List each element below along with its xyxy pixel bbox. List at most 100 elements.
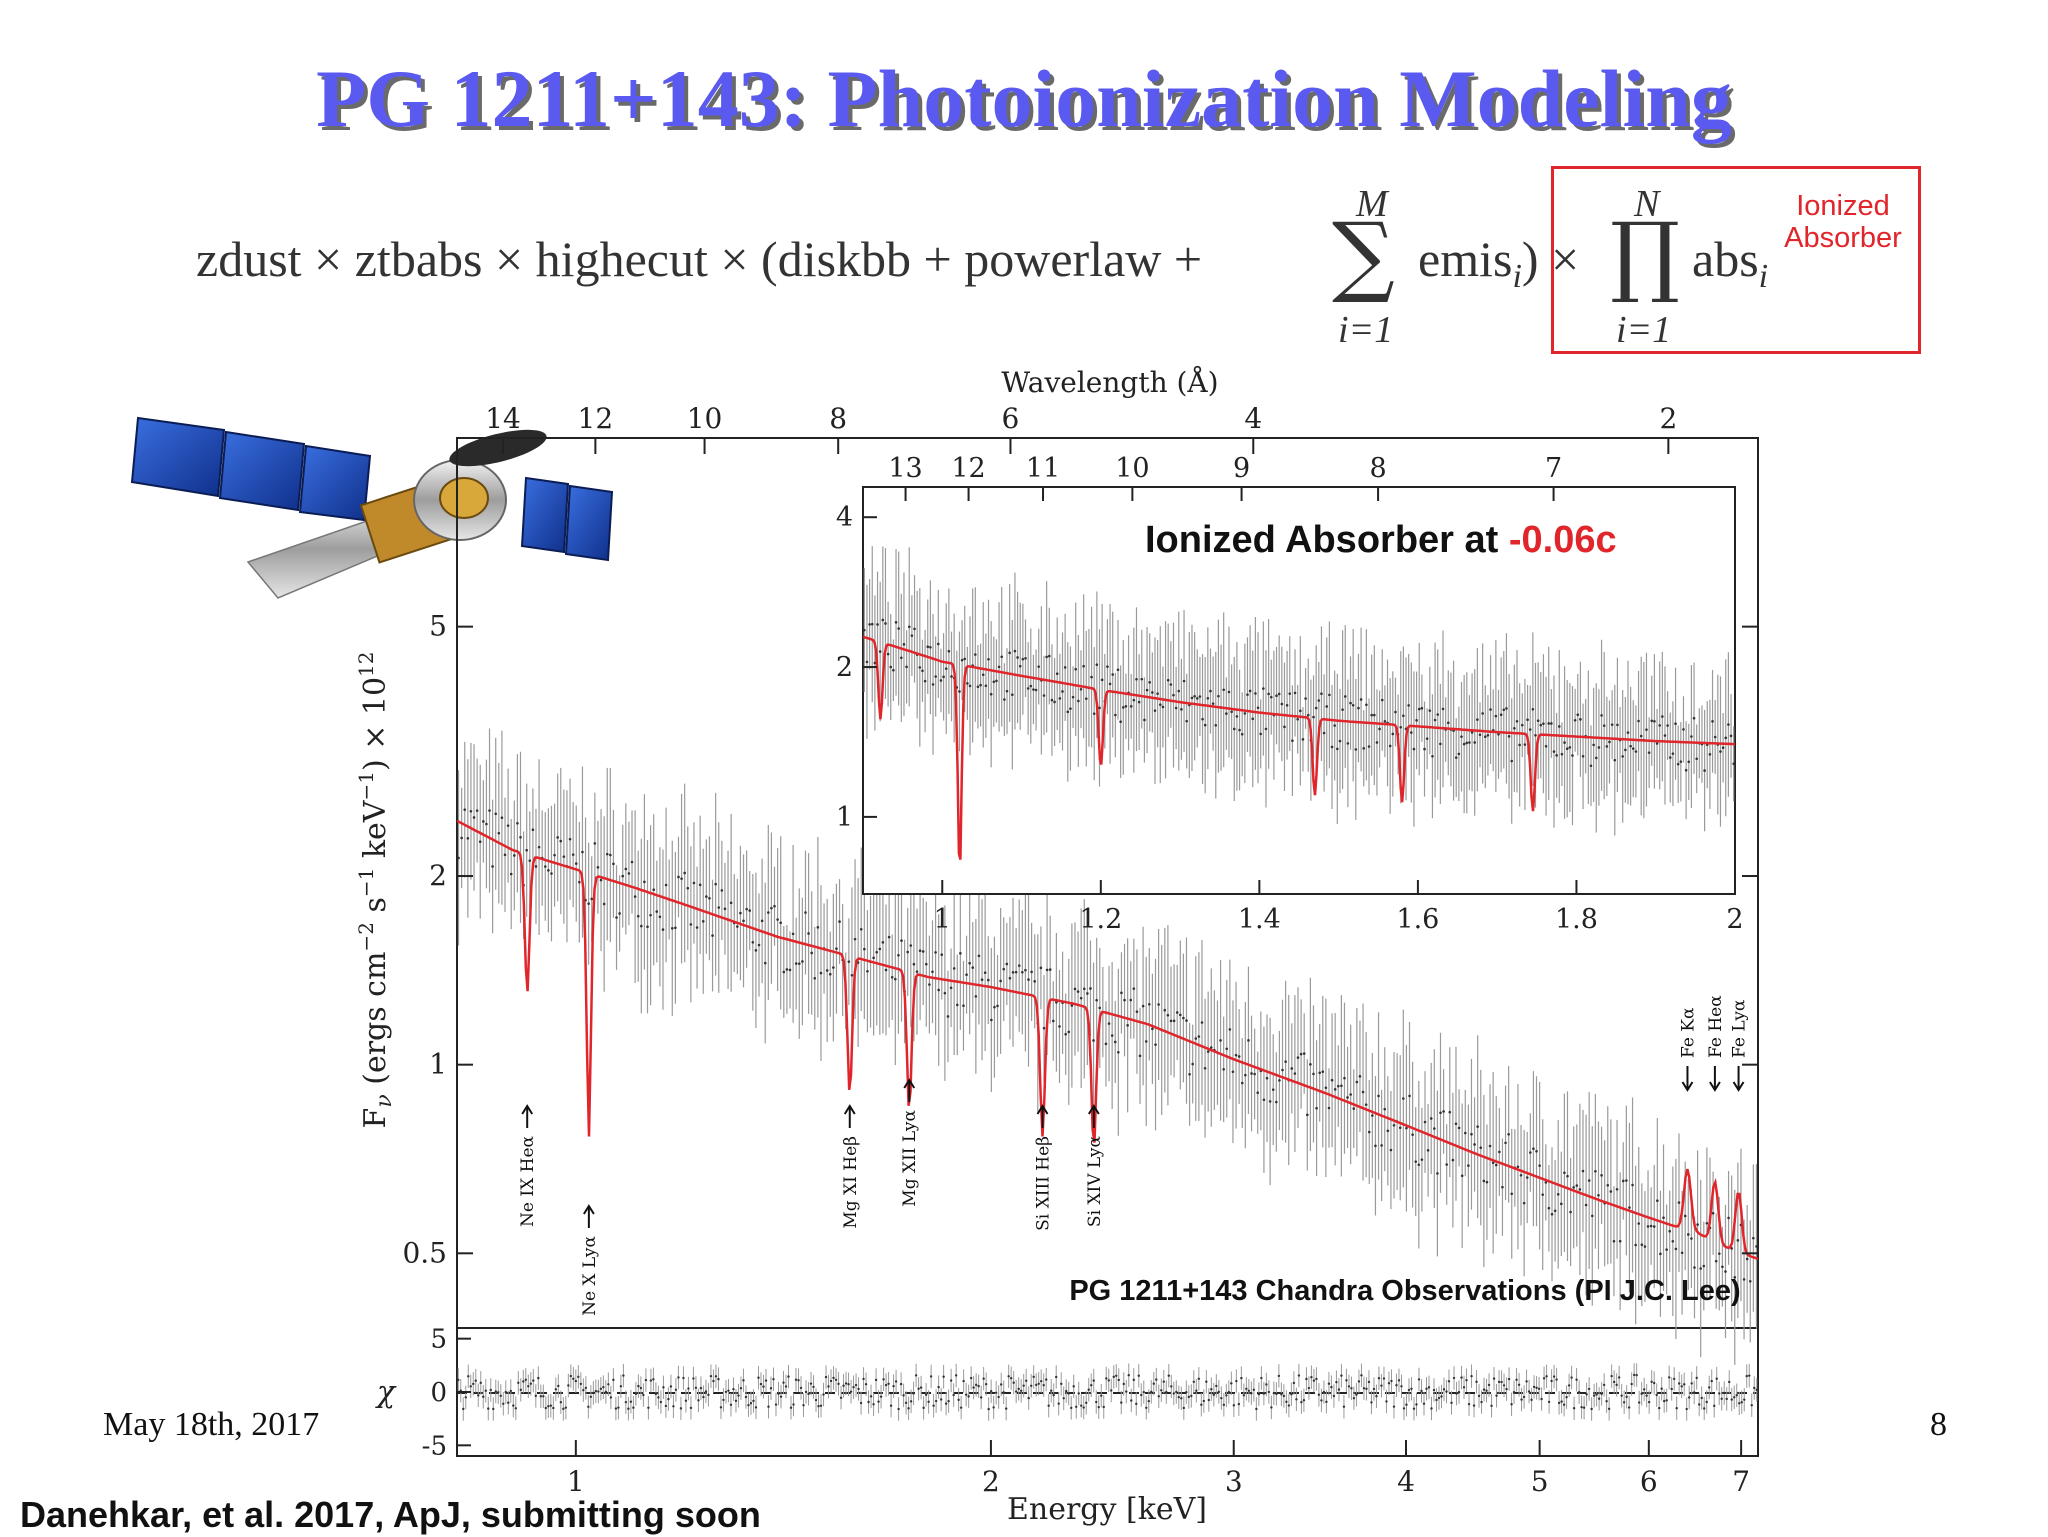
close-times: ) × <box>1521 231 1580 287</box>
residual-point <box>864 1382 868 1386</box>
solar-panel-right <box>520 476 614 562</box>
residual-point <box>949 1379 953 1382</box>
main-data-point <box>1659 1252 1662 1256</box>
main-data-point <box>838 920 841 923</box>
main-data-point <box>931 970 934 974</box>
main-data-point <box>1733 1276 1737 1279</box>
main-data-point <box>773 904 776 908</box>
main-data-point <box>1618 1239 1622 1243</box>
residual-point <box>1595 1393 1598 1396</box>
main-data-point <box>1665 1248 1668 1251</box>
residual-point <box>1652 1381 1656 1385</box>
main-data-point <box>463 808 467 811</box>
residual-point <box>1045 1378 1048 1381</box>
inset-data-point <box>1592 743 1595 747</box>
inset-data-point <box>881 618 885 622</box>
inset-data-point <box>1198 695 1202 698</box>
residual-point <box>1117 1378 1120 1382</box>
formula-left-part: zdust × ztbabs × highecut × (diskbb + po… <box>196 231 1203 287</box>
residual-point <box>729 1403 733 1406</box>
residual-point <box>1127 1374 1130 1377</box>
inset-data-point <box>1391 732 1395 736</box>
residual-point <box>1285 1400 1288 1404</box>
residual-point <box>1417 1378 1421 1381</box>
main-data-point <box>513 854 516 857</box>
residual-point <box>1220 1396 1223 1400</box>
residual-point <box>1675 1406 1678 1410</box>
residual-point <box>1580 1405 1583 1409</box>
residual-point <box>514 1407 517 1410</box>
inset-data-point <box>1489 708 1492 711</box>
main-data-point <box>1532 1147 1535 1150</box>
residual-point <box>1452 1376 1456 1380</box>
residual-point <box>697 1399 700 1402</box>
inset-data-point <box>1195 697 1199 700</box>
residual-point <box>1115 1374 1118 1377</box>
inset-data-point <box>894 621 898 624</box>
main-data-point <box>1290 1067 1294 1070</box>
main-data-point <box>1408 1094 1411 1098</box>
residual-point <box>942 1375 945 1378</box>
main-data-point <box>1166 1013 1170 1017</box>
inset-data-point <box>1663 734 1667 737</box>
main-data-point <box>1640 1243 1644 1246</box>
line-marker-label: Ne X Lyα <box>580 1235 600 1315</box>
residual-point <box>797 1379 800 1382</box>
main-data-point <box>1556 1193 1560 1196</box>
residual-point <box>487 1407 490 1410</box>
residual-point <box>627 1407 630 1410</box>
main-data-point <box>1237 1055 1241 1058</box>
main-data-point <box>664 883 668 887</box>
inset-data-point <box>1338 739 1342 743</box>
inset-data-point <box>1137 700 1141 704</box>
residual-point <box>1410 1387 1413 1390</box>
main-data-point <box>593 842 597 845</box>
main-data-point <box>1476 1125 1479 1128</box>
main-data-point <box>1491 1161 1495 1165</box>
inset-data-point <box>926 645 930 649</box>
main-x-tick-label: 2 <box>982 1465 1000 1498</box>
inset-data-point <box>1269 695 1273 699</box>
residual-point <box>927 1400 930 1404</box>
main-data-point <box>1324 1086 1328 1090</box>
main-data-point <box>1442 1110 1445 1113</box>
main-data-point <box>1724 1270 1727 1273</box>
line-marker-arrowhead <box>1681 1081 1694 1092</box>
main-data-point <box>779 921 783 925</box>
residual-y-tick-label: 0 <box>430 1378 447 1408</box>
main-data-point <box>785 968 789 971</box>
residual-point <box>939 1398 943 1401</box>
main-data-point <box>1110 1034 1114 1037</box>
main-data-point <box>491 865 494 868</box>
inset-data-point <box>1436 713 1440 716</box>
inset-data-point <box>1367 745 1371 748</box>
main-data-point <box>1033 980 1037 983</box>
main-data-point <box>1541 1193 1545 1196</box>
residual-point <box>1640 1392 1643 1395</box>
inset-top-tick-label: 7 <box>1545 453 1562 484</box>
residual-point <box>1575 1378 1578 1381</box>
inset-data-point <box>1624 748 1627 752</box>
inset-data-point <box>1132 698 1136 702</box>
inset-data-point <box>1008 651 1011 655</box>
main-data-point <box>1364 1103 1368 1106</box>
residual-point <box>1567 1384 1571 1387</box>
residual-point <box>787 1375 790 1378</box>
main-data-point <box>1473 1143 1476 1146</box>
main-data-point <box>1361 1090 1365 1094</box>
main-data-point <box>683 871 686 875</box>
residual-point <box>1347 1385 1351 1388</box>
main-data-point <box>1696 1223 1699 1226</box>
inset-data-point <box>1177 689 1181 693</box>
residual-point <box>1019 1389 1023 1392</box>
residual-point <box>742 1379 745 1382</box>
residual-point <box>1550 1379 1553 1383</box>
inset-data-point <box>1047 654 1051 658</box>
main-data-point <box>531 828 535 832</box>
residual-point <box>734 1399 738 1403</box>
main-data-point <box>751 940 755 944</box>
main-data-point <box>494 812 498 816</box>
inset-data-point <box>1240 732 1244 736</box>
inset-data-point <box>1108 682 1112 686</box>
inset-data-point <box>1674 722 1677 726</box>
